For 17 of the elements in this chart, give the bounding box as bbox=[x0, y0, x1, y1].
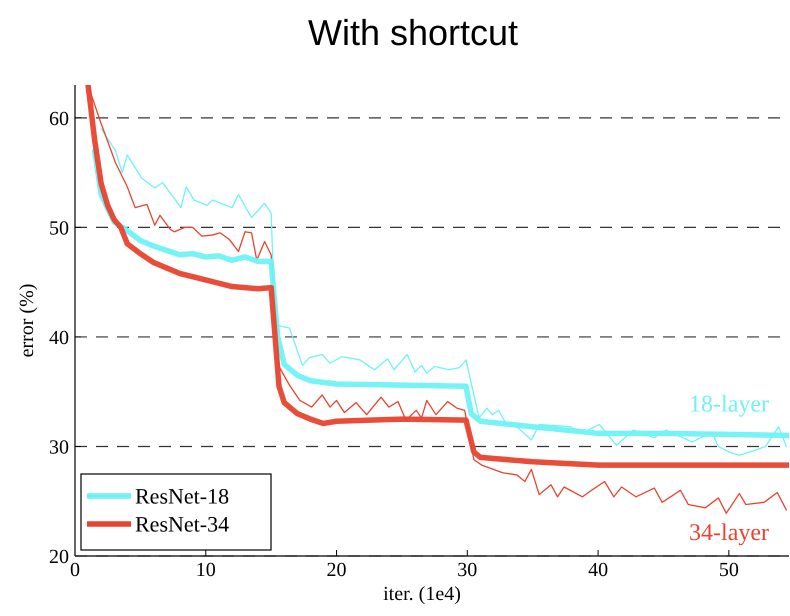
y-tick-label: 60 bbox=[49, 108, 69, 130]
x-tick-label: 0 bbox=[70, 559, 80, 581]
y-tick-label: 30 bbox=[49, 436, 69, 458]
annotation: 34-layer bbox=[689, 520, 769, 546]
legend-label: ResNet-34 bbox=[135, 512, 230, 537]
x-tick-label: 40 bbox=[588, 559, 608, 581]
x-tick-label: 50 bbox=[718, 559, 739, 581]
y-tick-label: 40 bbox=[49, 326, 69, 349]
x-tick-label: 20 bbox=[326, 559, 347, 581]
x-tick-label: 10 bbox=[196, 559, 216, 581]
annotation: 18-layer bbox=[689, 392, 769, 418]
y-tick-label: 50 bbox=[49, 217, 69, 240]
x-tick-label: 30 bbox=[457, 559, 478, 581]
x-axis-title: iter. (1e4) bbox=[383, 583, 461, 605]
legend-label: ResNet-18 bbox=[135, 484, 230, 509]
y-axis-title: error (%) bbox=[16, 284, 38, 358]
chart-title: With shortcut bbox=[308, 12, 518, 53]
